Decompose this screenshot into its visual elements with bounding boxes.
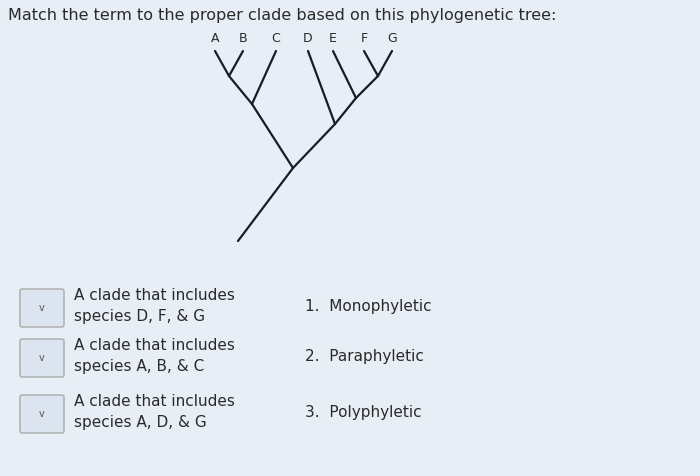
FancyBboxPatch shape xyxy=(20,395,64,433)
Text: A clade that includes
species A, D, & G: A clade that includes species A, D, & G xyxy=(74,394,235,430)
FancyBboxPatch shape xyxy=(20,289,64,327)
Text: C: C xyxy=(272,32,281,45)
Text: Match the term to the proper clade based on this phylogenetic tree:: Match the term to the proper clade based… xyxy=(8,8,557,23)
Text: F: F xyxy=(360,32,368,45)
Text: v: v xyxy=(39,353,45,363)
Text: v: v xyxy=(39,409,45,419)
Text: A clade that includes
species A, B, & C: A clade that includes species A, B, & C xyxy=(74,338,235,374)
Text: B: B xyxy=(239,32,247,45)
Text: E: E xyxy=(329,32,337,45)
Text: G: G xyxy=(387,32,397,45)
Text: A clade that includes
species D, F, & G: A clade that includes species D, F, & G xyxy=(74,288,235,324)
Text: v: v xyxy=(39,303,45,313)
Text: 3.  Polyphyletic: 3. Polyphyletic xyxy=(305,405,421,419)
FancyBboxPatch shape xyxy=(20,339,64,377)
Text: 1.  Monophyletic: 1. Monophyletic xyxy=(305,298,432,314)
Text: 2.  Paraphyletic: 2. Paraphyletic xyxy=(305,348,424,364)
Text: D: D xyxy=(303,32,313,45)
Text: A: A xyxy=(211,32,219,45)
